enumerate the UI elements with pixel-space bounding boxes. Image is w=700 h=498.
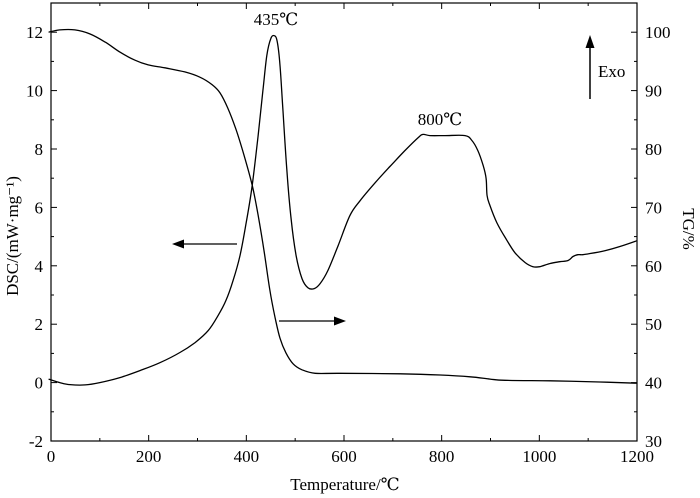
x-tick-label: 600 xyxy=(331,447,357,466)
x-axis-title: Temperature/℃ xyxy=(290,475,399,494)
right-y-axis-title: TG/% xyxy=(679,208,698,250)
tg-axis-arrow-head xyxy=(334,316,346,326)
peak-435-label: 435℃ xyxy=(254,10,299,29)
left-y-tick-label: -2 xyxy=(29,432,43,451)
x-tick-label: 800 xyxy=(429,447,455,466)
x-tick-label: 200 xyxy=(136,447,162,466)
exo-indicator: Exo xyxy=(585,35,625,99)
tg-curve xyxy=(48,28,638,384)
tg-axis-arrow xyxy=(279,316,346,326)
left-y-tick-label: 2 xyxy=(35,315,44,334)
right-y-tick-label: 50 xyxy=(645,315,662,334)
left-y-tick-label: 6 xyxy=(35,198,44,217)
left-y-tick-label: 8 xyxy=(35,140,44,159)
dsc-axis-arrow xyxy=(172,239,237,249)
dsc-curve xyxy=(48,34,638,386)
right-y-tick-label: 100 xyxy=(645,23,671,42)
curves xyxy=(48,28,638,386)
x-tick-label: 1000 xyxy=(522,447,556,466)
right-y-tick-label: 30 xyxy=(645,432,662,451)
dsc-axis-arrow-head xyxy=(172,239,184,249)
right-y-tick-label: 90 xyxy=(645,82,662,101)
right-y-tick-label: 70 xyxy=(645,198,662,217)
peak-800-label: 800℃ xyxy=(418,110,463,129)
left-y-tick-label: 0 xyxy=(35,374,44,393)
right-y-tick-label: 60 xyxy=(645,257,662,276)
left-y-axis-title: DSC/(mW·mg⁻¹) xyxy=(3,176,22,296)
left-y-tick-label: 10 xyxy=(26,82,43,101)
tick-labels: 0 200 400 600 800 1000 1200-202468101230405060… xyxy=(26,23,671,466)
x-tick-label: 1200 xyxy=(620,447,654,466)
x-tick-label: 400 xyxy=(234,447,260,466)
left-y-tick-label: 4 xyxy=(35,257,44,276)
left-y-tick-label: 12 xyxy=(26,23,43,42)
x-tick-label: 0 xyxy=(47,447,56,466)
exo-label: Exo xyxy=(598,62,625,81)
plot-frame xyxy=(50,2,638,442)
exo-arrow-head xyxy=(585,35,595,48)
right-y-tick-label: 40 xyxy=(645,374,662,393)
right-y-tick-label: 80 xyxy=(645,140,662,159)
